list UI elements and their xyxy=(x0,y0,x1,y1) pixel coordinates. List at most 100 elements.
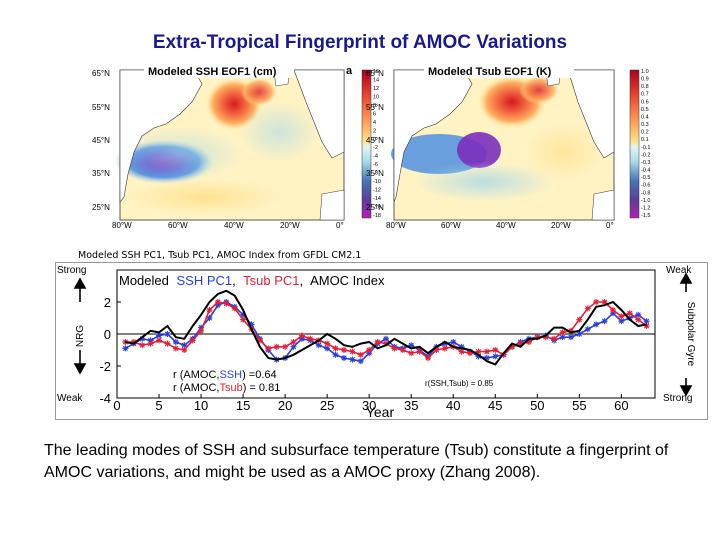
right-top-label: Weak xyxy=(666,265,692,276)
point-tsub-pc1 xyxy=(626,310,633,317)
colorbar-tick: 0.9 xyxy=(641,77,649,83)
point-tsub-pc1 xyxy=(172,345,179,352)
point-ssh-pc1 xyxy=(584,326,591,333)
x-tick-label: 60 xyxy=(614,398,628,413)
point-tsub-pc1 xyxy=(206,307,213,313)
point-tsub-pc1 xyxy=(357,351,364,358)
tsub-eof-map: Modeled Tsub EOF1 (K) 65°N 55°N 45°N 35°… xyxy=(366,64,650,230)
point-tsub-pc1 xyxy=(256,337,263,344)
point-tsub-pc1 xyxy=(273,343,280,350)
point-tsub-pc1 xyxy=(366,347,373,353)
tsub-map-title: Modeled Tsub EOF1 (K) xyxy=(428,66,552,78)
colorbar-tick: 0.2 xyxy=(641,130,649,136)
point-ssh-pc1 xyxy=(172,339,179,345)
point-tsub-pc1 xyxy=(492,347,499,353)
y-tick-label: 0 xyxy=(104,327,111,342)
slide-title: Extra-Tropical Fingerprint of AMOC Varia… xyxy=(152,32,568,53)
point-ssh-pc1 xyxy=(206,315,213,321)
colorbar-tick: -2 xyxy=(373,145,378,151)
legend-ssh: SSH PC1 xyxy=(177,273,233,288)
x-tick-label: 30 xyxy=(362,398,376,413)
stat-r-amoc-tsub: r (AMOC,Tsub) = 0.81 xyxy=(173,382,280,394)
right-bottom-label: Strong xyxy=(663,393,692,404)
colorbar-tick: -0.2 xyxy=(641,152,650,158)
point-ssh-pc1 xyxy=(618,318,625,325)
colorbar-tick: -6 xyxy=(373,162,378,168)
colorbar-tick: -0.6 xyxy=(641,183,650,189)
tsub-colorbar xyxy=(629,69,640,219)
point-ssh-pc1 xyxy=(567,334,574,341)
lon-label: 80°W xyxy=(112,221,132,230)
x-tick-label: 15 xyxy=(236,398,250,413)
colorbar-tick: 0.4 xyxy=(641,114,649,120)
point-tsub-pc1 xyxy=(425,355,432,361)
point-tsub-pc1 xyxy=(198,327,205,334)
lat-label: 45°N xyxy=(92,136,110,145)
colorbar-tick: 0.8 xyxy=(641,84,649,90)
colorbar-tick: 8 xyxy=(373,103,376,109)
eof-maps: Modeled SSH EOF1 (cm) a 65°N 55°N 45°N 3… xyxy=(92,64,650,230)
point-tsub-pc1 xyxy=(559,329,566,336)
colorbar-tick: -1.0 xyxy=(641,198,650,204)
timeseries-caption: Modeled SSH PC1, Tsub PC1, AMOC Index fr… xyxy=(78,250,362,261)
point-tsub-pc1 xyxy=(441,345,448,352)
lon-label: 60°W xyxy=(168,221,188,230)
colorbar-tick: 0.1 xyxy=(641,137,649,143)
colorbar-tick: -0.3 xyxy=(641,160,650,166)
colorbar-tick: -16 xyxy=(373,205,381,211)
colorbar-tick: -12 xyxy=(373,188,381,194)
y-tick-label: -4 xyxy=(99,391,111,406)
point-tsub-pc1 xyxy=(181,347,188,353)
point-tsub-pc1 xyxy=(164,340,171,347)
point-tsub-pc1 xyxy=(416,348,423,355)
point-tsub-pc1 xyxy=(576,316,583,323)
colorbar-tick: 1.0 xyxy=(641,69,649,75)
panel-label: a xyxy=(346,65,353,77)
ssh-map-title: Modeled SSH EOF1 (cm) xyxy=(148,66,277,78)
lon-label: 40°W xyxy=(224,221,244,230)
colorbar-tick: 0 xyxy=(373,137,376,143)
lon-label: 0° xyxy=(606,221,614,230)
y-axis-label: NRG xyxy=(75,325,86,347)
stat-r-amoc-ssh: r (AMOC,SSH) =0.64 xyxy=(173,369,277,381)
lon-label: 0° xyxy=(336,221,344,230)
point-tsub-pc1 xyxy=(332,345,339,352)
point-tsub-pc1 xyxy=(584,305,591,312)
x-tick-label: 5 xyxy=(155,398,162,413)
colorbar-tick: 14 xyxy=(373,77,379,83)
x-tick-label: 55 xyxy=(572,398,586,413)
x-tick-label: 10 xyxy=(194,398,208,413)
point-tsub-pc1 xyxy=(231,305,238,312)
point-tsub-pc1 xyxy=(298,332,305,339)
point-tsub-pc1 xyxy=(290,339,297,345)
colorbar-tick: -0.4 xyxy=(641,168,650,174)
x-tick-label: 45 xyxy=(488,398,502,413)
colorbar-tick: -1.2 xyxy=(641,205,650,211)
arrows xyxy=(73,272,693,397)
point-ssh-pc1 xyxy=(349,356,356,363)
x-tick-label: 20 xyxy=(278,398,292,413)
point-tsub-pc1 xyxy=(374,339,381,345)
left-top-label: Strong xyxy=(57,265,86,276)
x-tick-label: 0 xyxy=(113,398,120,413)
chart-legend: Modeled SSH PC1, Tsub PC1, AMOC Index xyxy=(119,273,385,288)
legend-tsub: Tsub PC1 xyxy=(243,273,299,288)
lat-label: 35°N xyxy=(92,169,110,178)
point-tsub-pc1 xyxy=(618,313,625,320)
colorbar-tick: 10 xyxy=(373,94,379,100)
point-tsub-pc1 xyxy=(408,350,415,357)
point-tsub-pc1 xyxy=(340,347,347,353)
colorbar-tick: -0.5 xyxy=(641,175,650,181)
colorbar-tick: -1.5 xyxy=(641,213,650,219)
point-tsub-pc1 xyxy=(601,299,608,305)
point-tsub-pc1 xyxy=(282,343,289,350)
x-tick-label: 25 xyxy=(320,398,334,413)
stat-r-ssh-tsub: r(SSH,Tsub) = 0.85 xyxy=(425,379,494,388)
lat-label: 65°N xyxy=(366,69,384,78)
colorbar-tick: -0.1 xyxy=(641,145,650,151)
colorbar-tick: 2 xyxy=(373,128,376,134)
lat-label: 65°N xyxy=(92,69,110,78)
point-ssh-pc1 xyxy=(576,331,583,337)
colorbar-tick: 6 xyxy=(373,111,376,117)
point-ssh-pc1 xyxy=(601,318,608,325)
